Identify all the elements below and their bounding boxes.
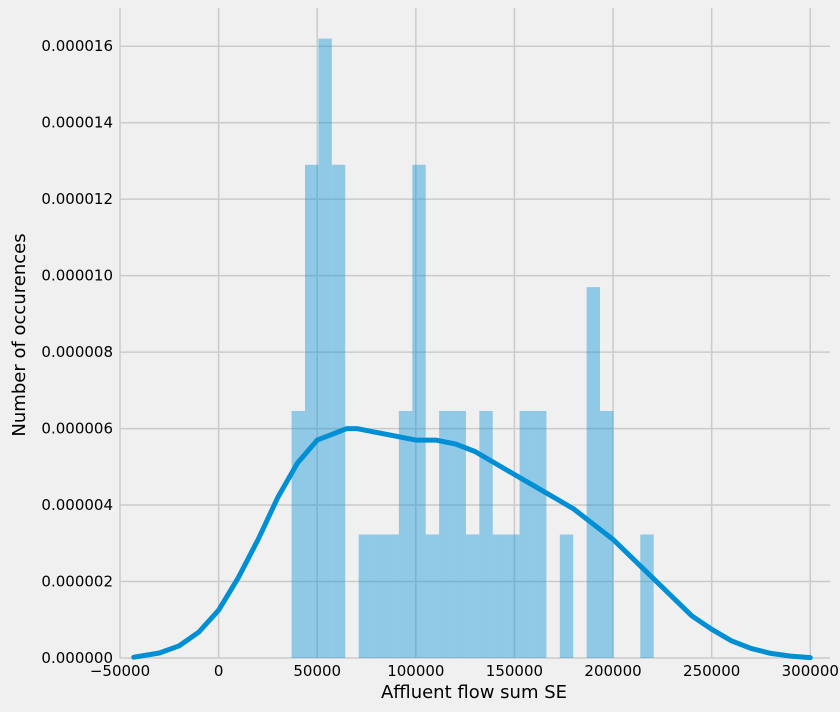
y-tick-label: 0.000016 [41, 37, 113, 55]
y-axis-label: Number of occurences [9, 233, 30, 436]
kde-curve [131, 426, 813, 661]
x-tick-label: 250000 [683, 662, 740, 680]
y-tick-label: 0.000004 [41, 496, 113, 514]
histogram-bar [439, 411, 453, 658]
x-tick-label: 0 [214, 662, 224, 680]
x-tick-label: 100000 [387, 662, 444, 680]
x-axis-label: Affluent flow sum SE [381, 682, 567, 703]
histogram-bar [412, 164, 426, 658]
x-tick-labels: −50000 0 50000 100000 150000 200000 250000 3000… [90, 662, 839, 680]
grid-lines [119, 8, 830, 659]
histogram-bar [532, 411, 547, 658]
histogram-bar [385, 534, 399, 658]
histogram-bar [492, 534, 507, 658]
histogram-bar [318, 38, 332, 658]
histogram-bar [519, 411, 533, 658]
x-tick-label: −50000 [90, 662, 150, 680]
y-tick-label: 0.000012 [41, 190, 113, 208]
histogram-bar [425, 534, 440, 658]
x-tick-label: 300000 [782, 662, 839, 680]
histogram-bar [465, 534, 480, 658]
x-tick-label: 200000 [584, 662, 641, 680]
histogram-bar [586, 287, 601, 658]
x-tick-label: 150000 [486, 662, 543, 680]
histogram-bar [358, 534, 373, 658]
y-tick-label: 0.000010 [41, 267, 113, 285]
histogram-bar [331, 164, 346, 658]
histogram-bar [304, 164, 319, 658]
histogram-bar [398, 411, 413, 658]
y-tick-labels: 0.000000 0.000002 0.000004 0.000006 0.000008… [41, 37, 113, 667]
histogram-bar [479, 411, 493, 658]
histogram-bars [291, 38, 654, 658]
y-tick-label: 0.000002 [41, 573, 113, 591]
histogram-bar [640, 534, 654, 658]
y-tick-label: 0.000008 [41, 343, 113, 361]
histogram-bar [559, 534, 574, 658]
y-tick-label: 0.000014 [41, 114, 113, 132]
x-tick-label: 50000 [293, 662, 341, 680]
histogram-bar [291, 411, 305, 658]
y-tick-label: 0.000000 [41, 649, 113, 667]
histogram-bar [452, 411, 466, 658]
histogram-bar [506, 534, 520, 658]
y-tick-label: 0.000006 [41, 420, 113, 438]
histogram-bar [372, 534, 386, 658]
